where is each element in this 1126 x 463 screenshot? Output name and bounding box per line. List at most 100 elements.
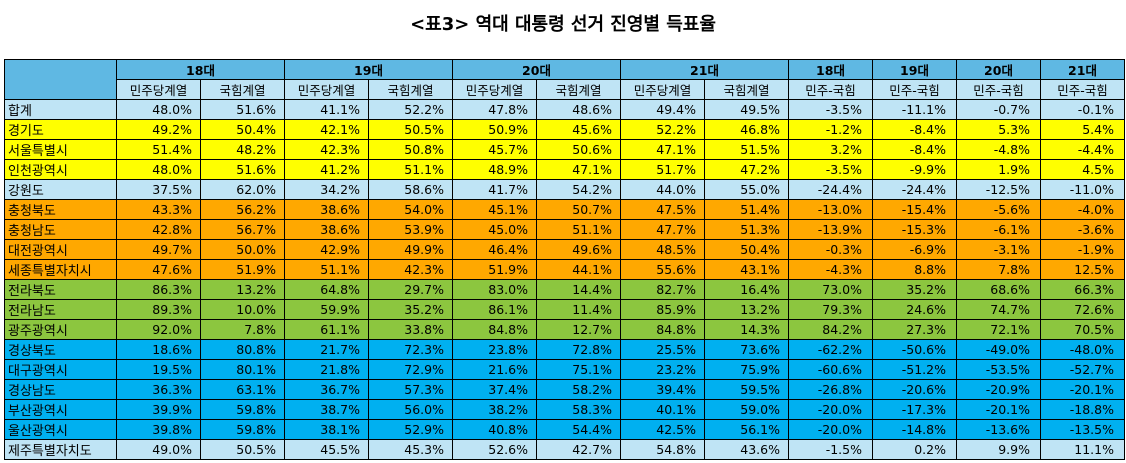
table-row: 인천광역시 48.0% 51.6% 41.2% 51.1% 48.9% 47.1% 51.7%… bbox=[4, 159, 1125, 180]
dem-share-cell: 47.5% bbox=[620, 199, 705, 220]
margin-cell: 8.8% bbox=[872, 259, 957, 280]
ppp-share-cell: 58.3% bbox=[536, 399, 621, 420]
margin-cell: -1.5% bbox=[788, 439, 873, 460]
era-header: 18대 bbox=[116, 59, 285, 80]
table-row: 합계 48.0% 51.6% 41.1% 52.2% 47.8% 48.6% 49.4% 49.… bbox=[4, 99, 1125, 120]
dem-share-cell: 51.1% bbox=[284, 259, 369, 280]
dem-share-cell: 52.6% bbox=[452, 439, 537, 460]
table-row: 강원도 37.5% 62.0% 34.2% 58.6% 41.7% 54.2% 44.0% 55… bbox=[4, 179, 1125, 200]
dem-share-cell: 61.1% bbox=[284, 319, 369, 340]
ppp-share-cell: 56.7% bbox=[200, 219, 285, 240]
diff-era-header: 20대 bbox=[956, 59, 1041, 80]
margin-cell: -3.5% bbox=[788, 159, 873, 180]
ppp-share-cell: 12.7% bbox=[536, 319, 621, 340]
dem-share-cell: 36.3% bbox=[116, 379, 201, 400]
ppp-share-cell: 72.8% bbox=[536, 339, 621, 360]
margin-cell: 35.2% bbox=[872, 279, 957, 300]
table-row: 전라북도 86.3% 13.2% 64.8% 29.7% 83.0% 14.4% 82.7% 1… bbox=[4, 279, 1125, 300]
dem-share-cell: 42.3% bbox=[284, 139, 369, 160]
dem-share-cell: 50.9% bbox=[452, 119, 537, 140]
margin-cell: 68.6% bbox=[956, 279, 1041, 300]
margin-cell: 3.2% bbox=[788, 139, 873, 160]
ppp-share-cell: 75.9% bbox=[704, 359, 789, 380]
dem-share-cell: 46.4% bbox=[452, 239, 537, 260]
ppp-share-cell: 42.7% bbox=[536, 439, 621, 460]
dem-share-cell: 48.0% bbox=[116, 159, 201, 180]
ppp-share-cell: 48.2% bbox=[200, 139, 285, 160]
margin-cell: -0.1% bbox=[1040, 99, 1125, 120]
party-header-ppp: 국힘계열 bbox=[536, 79, 621, 100]
margin-cell: -20.1% bbox=[1040, 379, 1125, 400]
dem-share-cell: 45.5% bbox=[284, 439, 369, 460]
dem-share-cell: 41.7% bbox=[452, 179, 537, 200]
ppp-share-cell: 49.5% bbox=[704, 99, 789, 120]
ppp-share-cell: 72.9% bbox=[368, 359, 453, 380]
ppp-share-cell: 57.3% bbox=[368, 379, 453, 400]
region-name: 합계 bbox=[4, 99, 117, 120]
dem-share-cell: 47.1% bbox=[620, 139, 705, 160]
region-name: 충청남도 bbox=[4, 219, 117, 240]
region-name: 광주광역시 bbox=[4, 319, 117, 340]
margin-cell: -13.6% bbox=[956, 419, 1041, 440]
diff-header: 민주-국힘 bbox=[872, 79, 957, 100]
dem-share-cell: 42.8% bbox=[116, 219, 201, 240]
ppp-share-cell: 50.6% bbox=[536, 139, 621, 160]
margin-cell: -3.5% bbox=[788, 99, 873, 120]
dem-share-cell: 39.4% bbox=[620, 379, 705, 400]
ppp-share-cell: 56.1% bbox=[704, 419, 789, 440]
dem-share-cell: 45.1% bbox=[452, 199, 537, 220]
ppp-share-cell: 50.7% bbox=[536, 199, 621, 220]
margin-cell: -6.1% bbox=[956, 219, 1041, 240]
ppp-share-cell: 14.4% bbox=[536, 279, 621, 300]
margin-cell: -0.7% bbox=[956, 99, 1041, 120]
region-name: 경상북도 bbox=[4, 339, 117, 360]
diff-era-header: 19대 bbox=[872, 59, 957, 80]
margin-cell: -17.3% bbox=[872, 399, 957, 420]
margin-cell: 1.9% bbox=[956, 159, 1041, 180]
ppp-share-cell: 62.0% bbox=[200, 179, 285, 200]
region-name: 경기도 bbox=[4, 119, 117, 140]
margin-cell: -52.7% bbox=[1040, 359, 1125, 380]
dem-share-cell: 52.2% bbox=[620, 119, 705, 140]
margin-cell: 5.3% bbox=[956, 119, 1041, 140]
ppp-share-cell: 54.2% bbox=[536, 179, 621, 200]
party-header-dem: 민주당계열 bbox=[620, 79, 705, 100]
margin-cell: -5.6% bbox=[956, 199, 1041, 220]
margin-cell: 4.5% bbox=[1040, 159, 1125, 180]
margin-cell: -0.3% bbox=[788, 239, 873, 260]
ppp-share-cell: 46.8% bbox=[704, 119, 789, 140]
table-row: 충청북도 43.3% 56.2% 38.6% 54.0% 45.1% 50.7% 47.5% 5… bbox=[4, 199, 1125, 220]
dem-share-cell: 47.6% bbox=[116, 259, 201, 280]
diff-header: 민주-국힘 bbox=[956, 79, 1041, 100]
margin-cell: 9.9% bbox=[956, 439, 1041, 460]
margin-cell: -20.9% bbox=[956, 379, 1041, 400]
margin-cell: -4.8% bbox=[956, 139, 1041, 160]
dem-share-cell: 18.6% bbox=[116, 339, 201, 360]
ppp-share-cell: 13.2% bbox=[704, 299, 789, 320]
margin-cell: -14.8% bbox=[872, 419, 957, 440]
margin-cell: -20.6% bbox=[872, 379, 957, 400]
margin-cell: 74.7% bbox=[956, 299, 1041, 320]
party-header-dem: 민주당계열 bbox=[284, 79, 369, 100]
region-name: 울산광역시 bbox=[4, 419, 117, 440]
margin-cell: 72.1% bbox=[956, 319, 1041, 340]
ppp-share-cell: 59.8% bbox=[200, 399, 285, 420]
ppp-share-cell: 43.6% bbox=[704, 439, 789, 460]
dem-share-cell: 51.7% bbox=[620, 159, 705, 180]
dem-share-cell: 48.9% bbox=[452, 159, 537, 180]
ppp-share-cell: 49.6% bbox=[536, 239, 621, 260]
region-name: 대전광역시 bbox=[4, 239, 117, 260]
dem-share-cell: 21.8% bbox=[284, 359, 369, 380]
dem-share-cell: 23.2% bbox=[620, 359, 705, 380]
margin-cell: -8.4% bbox=[872, 119, 957, 140]
dem-share-cell: 86.3% bbox=[116, 279, 201, 300]
margin-cell: -15.4% bbox=[872, 199, 957, 220]
margin-cell: -13.9% bbox=[788, 219, 873, 240]
margin-cell: 27.3% bbox=[872, 319, 957, 340]
margin-cell: -51.2% bbox=[872, 359, 957, 380]
ppp-share-cell: 72.3% bbox=[368, 339, 453, 360]
ppp-share-cell: 45.3% bbox=[368, 439, 453, 460]
ppp-share-cell: 29.7% bbox=[368, 279, 453, 300]
margin-cell: -60.6% bbox=[788, 359, 873, 380]
dem-share-cell: 38.7% bbox=[284, 399, 369, 420]
